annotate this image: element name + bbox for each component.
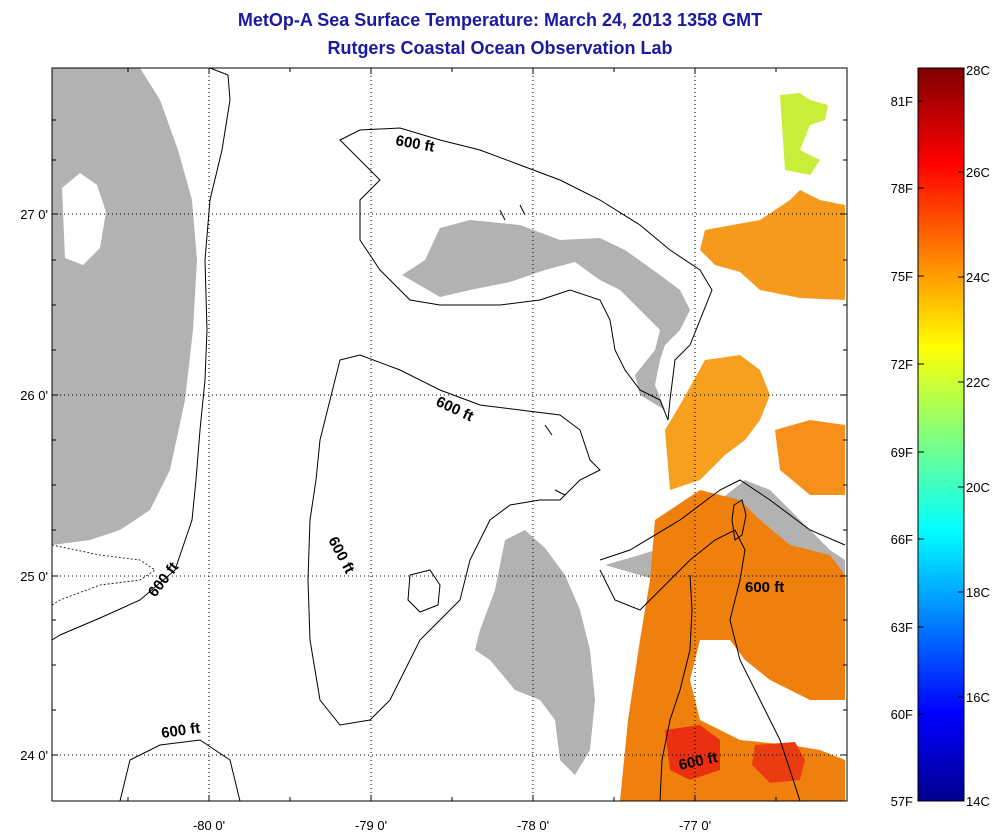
colorbar-f-label: 63F bbox=[891, 620, 913, 635]
colorbar-c-label: 16C bbox=[966, 690, 990, 705]
colorbar-c-label: 24C bbox=[966, 270, 990, 285]
lon-tick-label: -79 0' bbox=[355, 818, 387, 833]
colorbar-c-label: 14C bbox=[966, 794, 990, 809]
lon-tick-label: -78 0' bbox=[517, 818, 549, 833]
colorbar-f-label: 69F bbox=[891, 445, 913, 460]
map-area bbox=[52, 68, 847, 801]
colorbar-c-label: 18C bbox=[966, 585, 990, 600]
colorbar-f-label: 57F bbox=[891, 794, 913, 809]
graticule bbox=[52, 68, 847, 801]
colorbar-c-label: 26C bbox=[966, 165, 990, 180]
frame-ticks bbox=[52, 68, 847, 801]
florida-keys bbox=[52, 544, 156, 606]
sst-data bbox=[620, 93, 845, 801]
lon-tick-label: -80 0' bbox=[193, 818, 225, 833]
contour-label: 600 ft bbox=[745, 579, 784, 596]
colorbar-f-label: 75F bbox=[891, 269, 913, 284]
colorbar-f-label: 72F bbox=[891, 357, 913, 372]
colorbar-scale bbox=[917, 67, 965, 802]
colorbar-c-label: 20C bbox=[966, 480, 990, 495]
colorbar-c-label: 22C bbox=[966, 375, 990, 390]
lat-tick-label: 27 0' bbox=[20, 207, 48, 222]
map-frame bbox=[51, 67, 848, 802]
grand-bahama-land bbox=[402, 220, 690, 410]
andros-land bbox=[475, 530, 595, 775]
colorbar-f-label: 78F bbox=[891, 181, 913, 196]
contour-label: 600 ft bbox=[160, 720, 201, 742]
colorbar-c-label: 28C bbox=[966, 63, 990, 78]
map-subtitle: Rutgers Coastal Ocean Observation Lab bbox=[327, 38, 673, 58]
colorbar-f-label: 81F bbox=[891, 94, 913, 109]
contour-label: 600 ft bbox=[394, 132, 436, 156]
colorbar: 81F 78F 75F 72F 69F 66F 63F 60F 57F 28C … bbox=[891, 63, 990, 809]
lat-tick-label: 25 0' bbox=[20, 569, 48, 584]
depth-contours bbox=[52, 68, 846, 801]
lat-tick-label: 26 0' bbox=[20, 388, 48, 403]
colorbar-f-label: 60F bbox=[891, 707, 913, 722]
lat-tick-label: 24 0' bbox=[20, 748, 48, 763]
lake-okeechobee bbox=[62, 173, 106, 265]
lon-tick-label: -77 0' bbox=[679, 818, 711, 833]
colorbar-f-label: 66F bbox=[891, 532, 913, 547]
map-title: MetOp-A Sea Surface Temperature: March 2… bbox=[237, 10, 763, 30]
small-islands bbox=[499, 204, 566, 496]
